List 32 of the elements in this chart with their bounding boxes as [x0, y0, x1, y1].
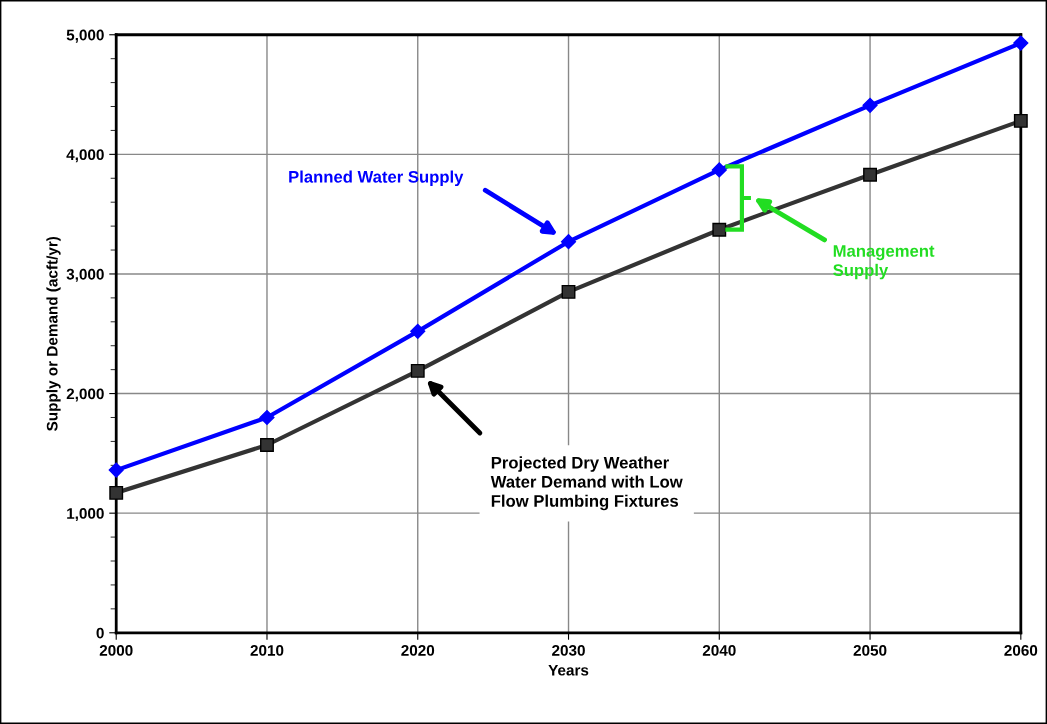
x-tick-label: 2000 — [99, 644, 133, 656]
point — [410, 363, 425, 378]
annotation: Projected Dry Weather Water Demand with Low Flow Plumbing Fixtures — [490, 456, 683, 511]
annotation: Management Supply — [833, 245, 935, 280]
point — [1013, 35, 1029, 51]
point — [863, 167, 878, 182]
point — [560, 234, 577, 250]
y-tick-label: 5,000 — [66, 29, 104, 43]
point — [260, 438, 274, 452]
x-axis-title: Years — [548, 664, 589, 676]
x-tick-label: 2040 — [702, 644, 736, 656]
point — [862, 97, 878, 113]
point — [712, 222, 727, 237]
point — [1013, 113, 1028, 128]
x-tick-label: 2010 — [250, 644, 284, 656]
annotation: Planned Water Supply — [289, 170, 464, 187]
y-tick-label: 0 — [96, 627, 104, 639]
point — [711, 162, 727, 178]
y-tick-label: 2,000 — [66, 388, 104, 402]
y-tick-label: 1,000 — [67, 508, 104, 522]
y-tick-label: 3,000 — [66, 268, 104, 282]
y-axis-title: Supply or Demand (acft/yr) — [46, 236, 61, 431]
point — [561, 284, 576, 299]
y-tick-label: 4,000 — [66, 149, 104, 163]
x-tick-label: 2060 — [1004, 644, 1038, 656]
point — [259, 409, 275, 426]
x-tick-label: 2020 — [401, 644, 435, 656]
x-tick-label: 2030 — [552, 644, 585, 656]
point — [108, 462, 124, 478]
point — [410, 323, 426, 339]
point — [109, 485, 124, 500]
x-tick-label: 2050 — [853, 644, 887, 656]
